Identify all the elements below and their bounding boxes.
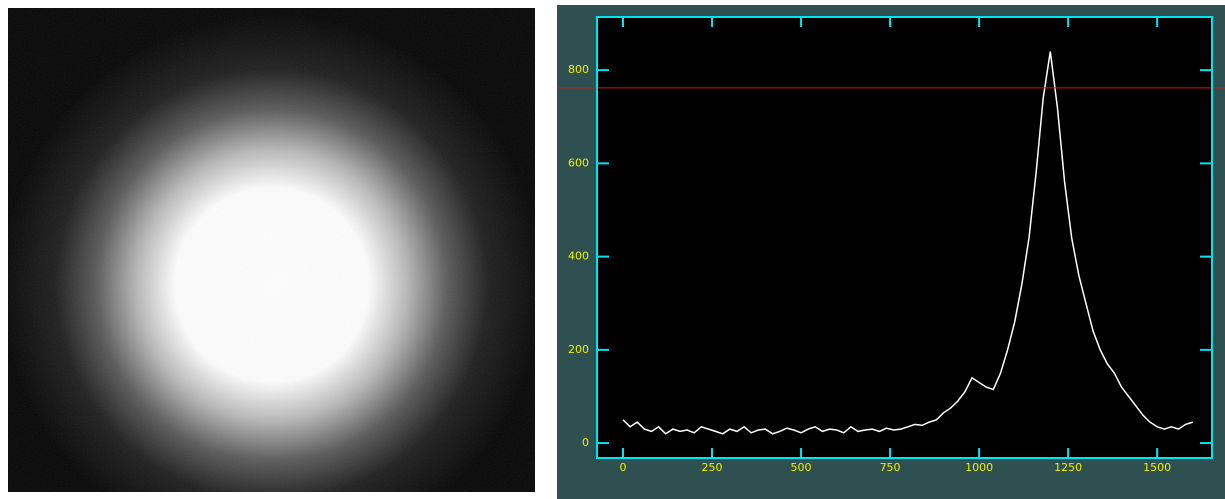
x-tick-label: 1250: [1054, 461, 1082, 474]
y-tick-label: 200: [568, 343, 589, 356]
y-tick-label: 400: [568, 250, 589, 263]
data-line: [622, 51, 1194, 435]
y-tick-label: 600: [568, 156, 589, 169]
x-tick-label: 1500: [1143, 461, 1171, 474]
x-tick-label: 0: [619, 461, 626, 474]
x-tick-label: 500: [791, 461, 812, 474]
plot-border: [596, 16, 1213, 459]
y-tick-label: 0: [582, 436, 589, 449]
x-tick-label: 750: [880, 461, 901, 474]
image-noise: [8, 8, 535, 492]
x-tick-label: 1000: [965, 461, 993, 474]
x-tick-label: 250: [702, 461, 723, 474]
y-tick-label: 800: [568, 63, 589, 76]
plot-area: [597, 17, 1212, 458]
